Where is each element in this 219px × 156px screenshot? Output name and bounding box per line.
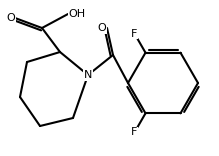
- Text: OH: OH: [68, 9, 86, 19]
- Text: O: O: [7, 13, 15, 23]
- Text: O: O: [98, 23, 106, 33]
- Text: F: F: [131, 127, 138, 137]
- Text: N: N: [84, 70, 92, 80]
- Text: F: F: [131, 29, 138, 39]
